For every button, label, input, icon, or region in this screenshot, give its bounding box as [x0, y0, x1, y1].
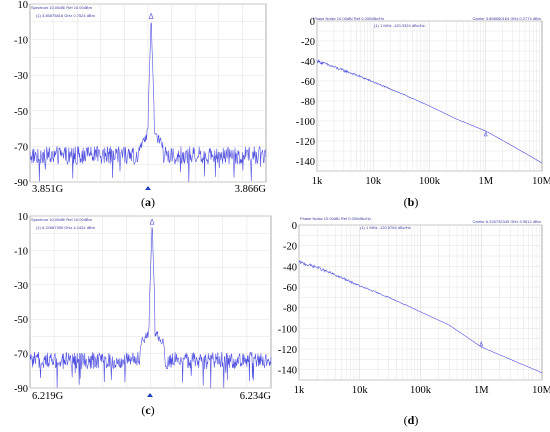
y-tick-label: -20 — [301, 37, 315, 48]
x-tick-label: 100k — [419, 176, 441, 187]
panel-a-spectrum: Spectrum 10.00dB/ Ref 10.00dBm (1) 3.858… — [14, 0, 266, 209]
caption-d: (d) — [404, 413, 419, 427]
y-tick-label: -100 — [278, 324, 297, 335]
x-tick-label: 10k — [352, 385, 369, 396]
chart-header: Phase Noise 10.00dB/ Ref 0.000dBc/Hz — [313, 16, 384, 21]
x-tick-label: 1k — [294, 385, 305, 396]
phase-noise-trace — [298, 259, 543, 374]
marker-readout: (1) 3.85875818 GHz 0.7524 dBm — [36, 13, 96, 18]
chart-header: Spectrum 10.00dB/ Ref 10.00dBm — [31, 217, 93, 222]
marker-readout: (1) 6.22687399 GHz 4.1431 dBm — [36, 225, 96, 230]
carrier-readout: Carrier 6.226792345 GHz 3.9512 dBm — [473, 219, 542, 224]
x-end-label: 3.866G — [235, 184, 267, 195]
marker-readout: (1) 1 MHz -120.3324 dBc/Hz — [374, 23, 425, 28]
x-start-label: 6.219G — [32, 391, 64, 402]
y-tick-label: -80 — [301, 97, 315, 108]
y-tick-label: -140 — [296, 157, 315, 168]
y-tick-label: -50 — [14, 107, 28, 118]
peak-marker — [149, 218, 155, 225]
marker-1 — [483, 131, 488, 137]
y-tick-label: -70 — [14, 350, 28, 361]
y-tick-label: 10 — [18, 0, 29, 11]
caption-b: (b) — [404, 195, 419, 209]
marker-readout: (1) 1 MHz -120.5764 dBc/Hz — [360, 225, 411, 230]
panel-c-spectrum: Spectrum 10.00dB/ Ref 10.00dBm (1) 6.226… — [14, 212, 271, 417]
y-tick-label: -10 — [14, 36, 28, 47]
marker-triangle-icon — [483, 131, 488, 137]
carrier-readout: Carrier 3.858560164 GHz 0.2774 dBm — [473, 16, 542, 21]
y-tick-label: -30 — [14, 281, 28, 292]
y-tick-labels: 10 -10 -30 -50 -70 -90 — [14, 212, 28, 395]
y-tick-label: -80 — [283, 304, 297, 315]
x-tick-label: 10M — [532, 385, 550, 396]
x-tick-label: 1M — [478, 176, 493, 187]
x-end-label: 6.234G — [240, 391, 272, 402]
x-tick-label: 1k — [312, 176, 323, 187]
x-tick-label: 10k — [365, 176, 382, 187]
chart-header: Phase Noise 10.00dB/ Ref 0.000dBc/Hz — [300, 216, 371, 221]
y-tick-label: -140 — [278, 366, 297, 377]
y-tick-labels: 0 -20 -40 -60 -80 -100 -120 -140 — [296, 17, 315, 168]
y-tick-label: -40 — [301, 57, 315, 68]
marker-triangle-icon — [479, 341, 484, 347]
y-tick-label: -70 — [14, 142, 28, 153]
x-tick-label: 10M — [532, 176, 550, 187]
x-tick-labels: 1k 10k 100k 1M 10M — [294, 385, 550, 396]
peak-marker — [148, 12, 154, 19]
spectrum-trace — [29, 22, 267, 183]
center-triangle-icon — [145, 186, 151, 190]
y-tick-label: 0 — [292, 221, 297, 232]
spectrum-trace — [29, 227, 272, 389]
marker-1 — [479, 341, 484, 347]
y-tick-label: -100 — [296, 117, 315, 128]
chart-header: Spectrum 10.00dB/ Ref 10.00dBm — [31, 5, 93, 10]
panel-b-phase-noise: Phase Noise 10.00dB/ Ref 0.000dBc/Hz Car… — [296, 16, 550, 209]
center-triangle-icon — [147, 393, 153, 397]
y-tick-label: 10 — [18, 212, 29, 223]
phase-noise-trace — [316, 59, 543, 164]
y-tick-label: -40 — [283, 262, 297, 273]
y-tick-label: -10 — [14, 246, 28, 257]
caption-a: (a) — [141, 195, 155, 209]
y-tick-label: -30 — [14, 71, 28, 82]
marker-triangle-icon — [149, 218, 155, 225]
y-tick-label: -90 — [14, 178, 28, 189]
y-tick-label: -120 — [296, 137, 315, 148]
y-tick-label: -50 — [14, 315, 28, 326]
caption-c: (c) — [141, 403, 154, 417]
panel-d-phase-noise: Phase Noise 10.00dB/ Ref 0.000dBc/Hz Car… — [278, 216, 550, 427]
y-tick-label: -60 — [301, 77, 315, 88]
x-tick-labels: 1k 10k 100k 1M 10M — [312, 176, 550, 187]
y-tick-label: -120 — [278, 345, 297, 356]
y-tick-label: -60 — [283, 283, 297, 294]
y-tick-label: 0 — [310, 17, 315, 28]
x-tick-label: 100k — [410, 385, 432, 396]
y-tick-labels: 10 -10 -30 -50 -70 -90 — [14, 0, 28, 189]
marker-triangle-icon — [148, 12, 154, 19]
grid — [298, 224, 542, 381]
grid — [316, 20, 542, 172]
y-tick-labels: 0 -20 -40 -60 -80 -100 -120 -140 — [278, 221, 297, 377]
x-tick-label: 1M — [474, 385, 489, 396]
y-tick-label: -90 — [14, 384, 28, 395]
y-tick-label: -20 — [283, 242, 297, 253]
x-start-label: 3.851G — [32, 184, 64, 195]
